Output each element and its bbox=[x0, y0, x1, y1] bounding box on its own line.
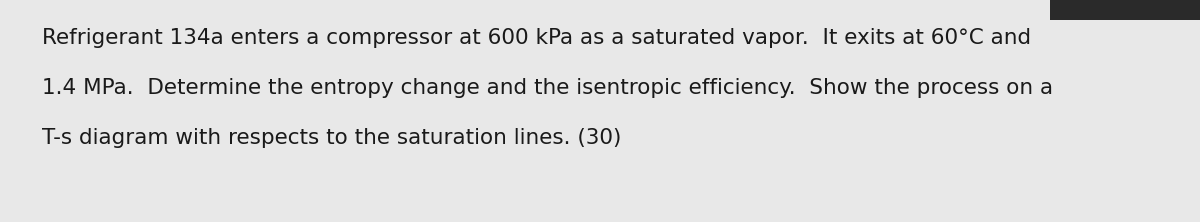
Text: 1.4 MPa.  Determine the entropy change and the isentropic efficiency.  Show the : 1.4 MPa. Determine the entropy change an… bbox=[42, 78, 1054, 98]
Text: T-s diagram with respects to the saturation lines. (30): T-s diagram with respects to the saturat… bbox=[42, 128, 622, 148]
Text: Refrigerant 134a enters a compressor at 600 kPa as a saturated vapor.  It exits : Refrigerant 134a enters a compressor at … bbox=[42, 28, 1031, 48]
Bar bbox=[1050, 0, 1200, 20]
